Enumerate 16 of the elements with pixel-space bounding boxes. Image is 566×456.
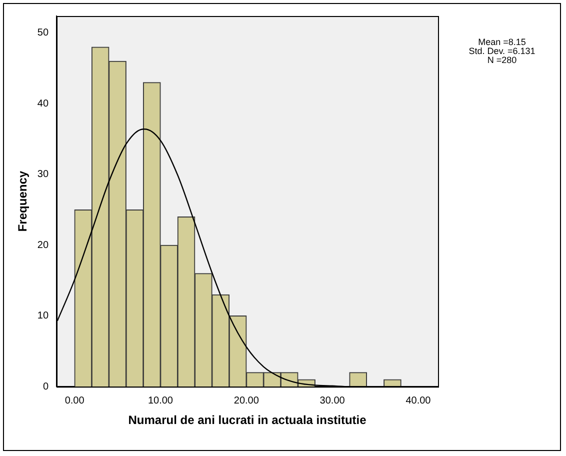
y-tick-label: 10 bbox=[37, 310, 49, 322]
y-tick-label: 0 bbox=[42, 381, 49, 392]
x-tick-label: 20.00 bbox=[234, 395, 260, 406]
x-axis-title: Numarul de ani lucrati in actuala institutie bbox=[128, 413, 367, 428]
y-tick-label: 50 bbox=[37, 28, 49, 39]
text: N =280 bbox=[487, 54, 517, 65]
x-tick-label: 10.00 bbox=[148, 395, 174, 406]
y-tick-label: 30 bbox=[37, 169, 49, 180]
x-tick-label: 30.00 bbox=[320, 395, 346, 406]
y-tick-label: 40 bbox=[37, 98, 49, 110]
x-tick-label: 40.00 bbox=[406, 395, 432, 406]
text: Mean =8.15 bbox=[478, 36, 526, 47]
y-axis-title: Frequency bbox=[16, 170, 30, 232]
text: Std. Dev. =6.131 bbox=[468, 46, 536, 56]
y-tick-label: 20 bbox=[37, 240, 49, 251]
x-tick-label: 0.00 bbox=[64, 395, 85, 406]
